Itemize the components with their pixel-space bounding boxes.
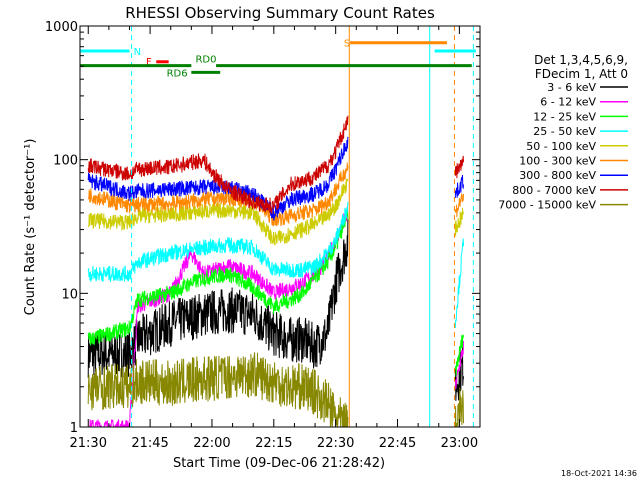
legend-label-6: 300 - 800 keV — [519, 169, 596, 182]
series-line-6-seg-1 — [454, 174, 464, 199]
x-tick-label-6: 23:00 — [441, 436, 478, 451]
x-tick-label-4: 22:30 — [317, 436, 354, 451]
flag-label-s: S — [344, 39, 350, 50]
x-tick-label-2: 22:00 — [193, 436, 230, 451]
y-tick-label-3: 1000 — [45, 20, 78, 35]
x-tick-label-3: 22:15 — [255, 436, 292, 451]
series-line-2-seg-1 — [454, 334, 464, 377]
legend-label-7: 800 - 7000 keV — [512, 184, 596, 197]
y-tick-label-2: 100 — [53, 154, 78, 169]
series-line-8-seg-1 — [454, 387, 464, 427]
series-line-3-seg-1 — [454, 238, 464, 329]
series-line-5-seg-0 — [87, 162, 349, 227]
series-line-8-seg-0 — [87, 352, 349, 427]
legend-label-5: 100 - 300 keV — [519, 155, 596, 168]
chart-title: RHESSI Observing Summary Count Rates — [125, 4, 435, 22]
series-line-7-seg-0 — [87, 115, 349, 214]
y-axis-label: Count Rate (s⁻¹ detector⁻¹) — [23, 139, 38, 316]
y-tick-label-0: 1 — [70, 421, 78, 436]
series-line-7-seg-1 — [454, 155, 464, 179]
series-line-1-seg-1 — [454, 340, 464, 389]
legend-header-1: FDecim 1, Att 0 — [535, 67, 628, 81]
series-line-1-seg-0 — [88, 206, 349, 427]
legend-header-0: Det 1,3,4,5,6,9, — [534, 53, 628, 67]
legend-label-2: 12 - 25 keV — [533, 110, 596, 123]
series-line-4-seg-1 — [454, 207, 464, 237]
x-tick-label-1: 21:45 — [131, 436, 168, 451]
legend-label-0: 3 - 6 keV — [547, 81, 596, 94]
flag-label-f: F — [146, 57, 152, 68]
flag-label-n: N — [134, 47, 141, 58]
plot-frame — [79, 25, 481, 428]
flag-label-rd0: RD0 — [195, 55, 216, 66]
x-tick-label-0: 21:30 — [70, 436, 107, 451]
legend-label-1: 6 - 12 keV — [540, 96, 596, 109]
x-tick-label-5: 22:45 — [379, 436, 416, 451]
series-line-5-seg-1 — [454, 193, 464, 218]
timestamp-label: 18-Oct-2021 14:36 — [561, 469, 637, 478]
legend-label-8: 7000 - 15000 keV — [498, 199, 596, 212]
legend-label-4: 50 - 100 keV — [526, 140, 596, 153]
y-tick-label-1: 10 — [61, 287, 78, 302]
x-axis-label: Start Time (09-Dec-06 21:28:42) — [173, 456, 385, 471]
legend-label-3: 25 - 50 keV — [533, 125, 596, 138]
flag-label-rd6: RD6 — [167, 68, 188, 79]
